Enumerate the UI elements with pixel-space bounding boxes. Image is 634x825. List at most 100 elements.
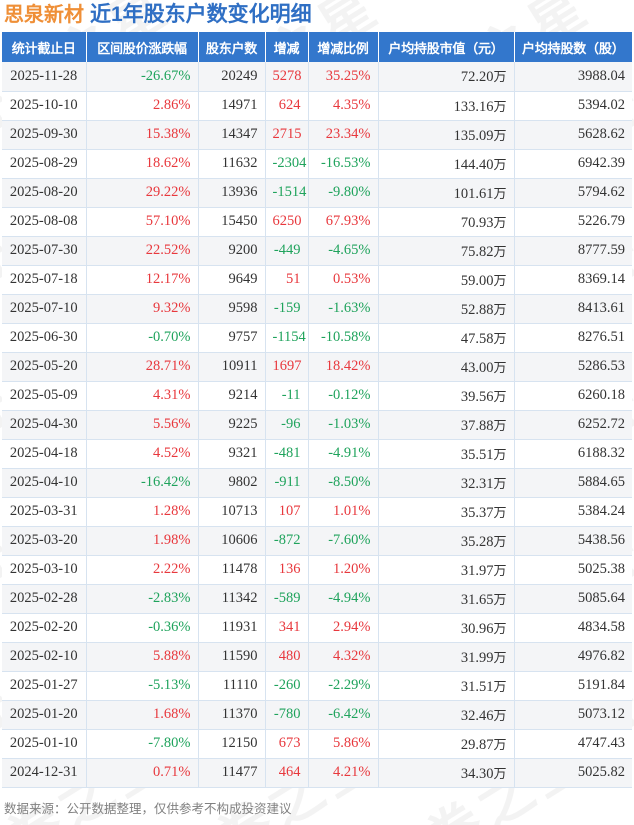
avg-market-value-unit: 万 xyxy=(493,98,507,114)
table-row[interactable]: 2025-07-18 12.17% 9649 51 0.53% 59.00万 8369.14 xyxy=(2,265,632,295)
cell-delta-pct: -16.53% xyxy=(308,149,379,179)
column-header-3[interactable]: 增减 xyxy=(265,32,309,63)
cell-price-change: -5.13% xyxy=(86,671,199,701)
cell-avg-shares: 4976.82 xyxy=(514,642,632,672)
table-row[interactable]: 2025-07-10 9.32% 9598 -159 -1.63% 52.88万 8413.… xyxy=(2,294,632,324)
cell-avg-shares: 6260.18 xyxy=(514,381,632,411)
table-row[interactable]: 2025-04-18 4.52% 9321 -481 -4.91% 35.51万 6188.… xyxy=(2,439,632,469)
cell-date: 2025-08-08 xyxy=(2,207,87,237)
avg-market-value-unit: 万 xyxy=(493,504,507,520)
avg-market-value-number: 31.97 xyxy=(460,562,494,579)
column-header-6[interactable]: 户均持股数（股） xyxy=(514,32,632,63)
table-row[interactable]: 2025-08-08 57.10% 15450 6250 67.93% 70.93万 522… xyxy=(2,207,632,237)
avg-market-value-unit: 万 xyxy=(493,417,507,433)
avg-market-value-number: 52.88 xyxy=(460,301,494,318)
table-row[interactable]: 2025-01-10 -7.80% 12150 673 5.86% 29.87万 4747.… xyxy=(2,729,632,759)
cell-avg-market-value: 32.31万 xyxy=(378,468,515,498)
cell-avg-shares: 6252.72 xyxy=(514,410,632,440)
table-row[interactable]: 2025-04-10 -16.42% 9802 -911 -8.50% 32.31万 588… xyxy=(2,468,632,498)
cell-avg-market-value: 75.82万 xyxy=(378,236,515,266)
avg-market-value-number: 75.82 xyxy=(460,243,494,260)
cell-delta-pct: -8.50% xyxy=(308,468,379,498)
cell-price-change: -0.36% xyxy=(86,613,199,643)
table-row[interactable]: 2025-02-28 -2.83% 11342 -589 -4.94% 31.65万 508… xyxy=(2,584,632,614)
column-header-4[interactable]: 增减比例 xyxy=(308,32,379,63)
cell-holder-count: 14347 xyxy=(198,120,266,150)
cell-delta: -1154 xyxy=(265,323,309,353)
avg-market-value-number: 32.46 xyxy=(460,707,494,724)
avg-market-value-unit: 万 xyxy=(493,707,507,723)
cell-price-change: 28.71% xyxy=(86,352,199,382)
avg-market-value-number: 70.93 xyxy=(460,214,494,231)
table-row[interactable]: 2025-02-10 5.88% 11590 480 4.32% 31.99万 4976.8… xyxy=(2,642,632,672)
avg-market-value-unit: 万 xyxy=(493,359,507,375)
cell-avg-market-value: 43.00万 xyxy=(378,352,515,382)
table-row[interactable]: 2025-02-20 -0.36% 11931 341 2.94% 30.96万 4834.… xyxy=(2,613,632,643)
cell-price-change: 5.56% xyxy=(86,410,199,440)
cell-avg-market-value: 39.56万 xyxy=(378,381,515,411)
table-row[interactable]: 2025-03-31 1.28% 10713 107 1.01% 35.37万 5384.2… xyxy=(2,497,632,527)
table-row[interactable]: 2025-10-10 2.86% 14971 624 4.35% 133.16万 5394.… xyxy=(2,91,632,121)
cell-avg-market-value: 70.93万 xyxy=(378,207,515,237)
cell-avg-market-value: 135.09万 xyxy=(378,120,515,150)
cell-delta-pct: -4.94% xyxy=(308,584,379,614)
table-row[interactable]: 2025-09-30 15.38% 14347 2715 23.34% 135.09万 56… xyxy=(2,120,632,150)
column-header-0[interactable]: 统计截止日 xyxy=(2,32,87,63)
report-title: 近1年股东户数变化明细 xyxy=(90,3,312,26)
table-row[interactable]: 2025-01-27 -5.13% 11110 -260 -2.29% 31.51万 519… xyxy=(2,671,632,701)
cell-delta-pct: -9.80% xyxy=(308,178,379,208)
avg-market-value-number: 135.09 xyxy=(453,127,494,144)
cell-delta: -872 xyxy=(265,526,309,556)
table-row[interactable]: 2024-12-31 0.71% 11477 464 4.21% 34.30万 5025.8… xyxy=(2,758,632,788)
cell-delta: 464 xyxy=(265,758,309,788)
avg-market-value-unit: 万 xyxy=(493,446,507,462)
cell-avg-shares: 4834.58 xyxy=(514,613,632,643)
avg-market-value-unit: 万 xyxy=(493,127,507,143)
cell-avg-shares: 5073.12 xyxy=(514,700,632,730)
table-row[interactable]: 2025-03-20 1.98% 10606 -872 -7.60% 35.28万 5438… xyxy=(2,526,632,556)
cell-date: 2025-06-30 xyxy=(2,323,87,353)
table-row[interactable]: 2025-08-29 18.62% 11632 -2304 -16.53% 144.40万… xyxy=(2,149,632,179)
avg-market-value-number: 29.87 xyxy=(460,736,494,753)
cell-delta: 6250 xyxy=(265,207,309,237)
avg-market-value-unit: 万 xyxy=(493,533,507,549)
cell-delta-pct: -4.65% xyxy=(308,236,379,266)
table-row[interactable]: 2025-11-28 -26.67% 20249 5278 35.25% 72.20万 39… xyxy=(2,62,632,92)
table-row[interactable]: 2025-03-10 2.22% 11478 136 1.20% 31.97万 5025.3… xyxy=(2,555,632,585)
cell-avg-market-value: 31.65万 xyxy=(378,584,515,614)
cell-price-change: 1.68% xyxy=(86,700,199,730)
avg-market-value-number: 31.51 xyxy=(460,678,494,695)
table-row[interactable]: 2025-06-30 -0.70% 9757 -1154 -10.58% 47.58万 82… xyxy=(2,323,632,353)
cell-holder-count: 12150 xyxy=(198,729,266,759)
table-row[interactable]: 2025-04-30 5.56% 9225 -96 -1.03% 37.88万 6252.7… xyxy=(2,410,632,440)
cell-delta: -96 xyxy=(265,410,309,440)
cell-date: 2025-01-20 xyxy=(2,700,87,730)
cell-avg-market-value: 31.51万 xyxy=(378,671,515,701)
column-header-2[interactable]: 股东户数 xyxy=(198,32,266,63)
cell-avg-market-value: 30.96万 xyxy=(378,613,515,643)
column-header-5[interactable]: 户均持股市值（元） xyxy=(378,32,515,63)
cell-date: 2025-07-18 xyxy=(2,265,87,295)
cell-price-change: 15.38% xyxy=(86,120,199,150)
cell-price-change: 1.98% xyxy=(86,526,199,556)
table-row[interactable]: 2025-07-30 22.52% 9200 -449 -4.65% 75.82万 8777… xyxy=(2,236,632,266)
cell-delta: 51 xyxy=(265,265,309,295)
cell-date: 2025-11-28 xyxy=(2,62,87,92)
table-row[interactable]: 2025-05-20 28.71% 10911 1697 18.42% 43.00万 528… xyxy=(2,352,632,382)
avg-market-value-unit: 万 xyxy=(493,330,507,346)
avg-market-value-number: 35.51 xyxy=(460,446,494,463)
cell-avg-shares: 6188.32 xyxy=(514,439,632,469)
cell-date: 2025-03-20 xyxy=(2,526,87,556)
cell-avg-shares: 8369.14 xyxy=(514,265,632,295)
avg-market-value-unit: 万 xyxy=(493,156,507,172)
cell-date: 2025-09-30 xyxy=(2,120,87,150)
column-header-1[interactable]: 区间股价涨跌幅 xyxy=(86,32,199,63)
cell-avg-shares: 3988.04 xyxy=(514,62,632,92)
cell-holder-count: 9321 xyxy=(198,439,266,469)
table-row[interactable]: 2025-05-09 4.31% 9214 -11 -0.12% 39.56万 6260.1… xyxy=(2,381,632,411)
table-row[interactable]: 2025-08-20 29.22% 13936 -1514 -9.80% 101.61万 5… xyxy=(2,178,632,208)
cell-delta-pct: -1.63% xyxy=(308,294,379,324)
cell-holder-count: 15450 xyxy=(198,207,266,237)
table-row[interactable]: 2025-01-20 1.68% 11370 -780 -6.42% 32.46万 5073… xyxy=(2,700,632,730)
cell-date: 2025-10-10 xyxy=(2,91,87,121)
